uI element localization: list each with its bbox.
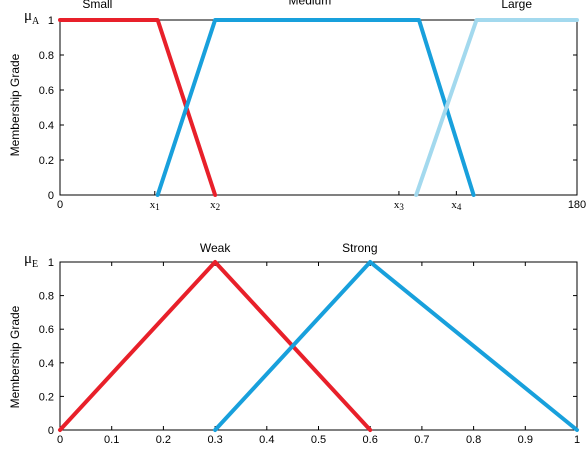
y-tick-label: 0 (48, 425, 54, 437)
y-tick-label: 0.2 (39, 391, 54, 403)
series-label-small: Small (82, 0, 112, 11)
series-layer (58, 18, 579, 197)
x-tick-label: 0.4 (259, 434, 274, 446)
series-line-strong (213, 260, 579, 432)
x-tick-label: 0.7 (414, 434, 429, 446)
x-tick-label: 0 (57, 434, 63, 446)
x-tick-label: 0.9 (518, 434, 533, 446)
y-tick-label: 1 (48, 15, 54, 27)
y-tick-label: 0.6 (39, 324, 54, 336)
y-tick-label: 0.8 (39, 50, 54, 62)
series-line-weak (58, 260, 373, 432)
series-layer (58, 260, 579, 432)
x-tick-label: 0.2 (156, 434, 171, 446)
y-tick-label: 0.8 (39, 291, 54, 303)
y-tick-label: 0 (48, 190, 54, 202)
y-tick-label: 0.2 (39, 155, 54, 167)
x-tick-label: 0.1 (104, 434, 119, 446)
x-tick-label: 0.5 (311, 434, 326, 446)
x-tick-label: x3 (394, 199, 405, 212)
series-label-layer: Weak Strong (200, 241, 378, 255)
series-label-layer: Small Medium Large (82, 0, 532, 11)
series-label-strong: Strong (342, 241, 377, 255)
y-axis-label: Membership Grade (8, 305, 22, 408)
chart-error-membership: μE Membership Grade 0 0.2 0.4 0.6 0.8 1 0 0.1 0.… (8, 241, 580, 446)
y-tick-label: 0.6 (39, 85, 54, 97)
y-tick-label: 1 (48, 257, 54, 269)
x-tick-label: 0.8 (466, 434, 481, 446)
tick-layer: 0 0.2 0.4 0.6 0.8 1 0 x1 x2 x3 x4 180 (39, 15, 586, 212)
y-symbol-mu-a: μA (24, 8, 40, 27)
y-symbol-mu-e: μE (24, 251, 38, 270)
x-tick-label: 1 (574, 434, 580, 446)
series-line-small (58, 18, 218, 197)
x-tick-label: x1 (150, 199, 160, 212)
x-tick-label: 0.3 (207, 434, 222, 446)
y-axis-label: Membership Grade (8, 53, 22, 156)
x-tick-label: 180 (568, 199, 586, 211)
chart-size-membership: μA Membership Grade 0 0.2 0.4 0.6 0.8 1 0 x1 x2 x… (8, 0, 586, 212)
plot-frame (59, 19, 578, 196)
series-label-weak: Weak (200, 241, 231, 255)
x-tick-label: x2 (210, 199, 220, 212)
x-tick-label: x4 (451, 199, 462, 212)
series-label-medium: Medium (289, 0, 332, 7)
series-label-large: Large (501, 0, 532, 11)
tick-layer: 0 0.2 0.4 0.6 0.8 1 0 0.1 0.2 0.3 0.4 0.5 0.6 0.7 0.8 0… (39, 257, 580, 446)
y-tick-label: 0.4 (39, 358, 54, 370)
y-tick-label: 0.4 (39, 120, 54, 132)
series-line-large (414, 18, 579, 197)
x-tick-label: 0.6 (363, 434, 378, 446)
x-tick-label: 0 (57, 199, 63, 211)
